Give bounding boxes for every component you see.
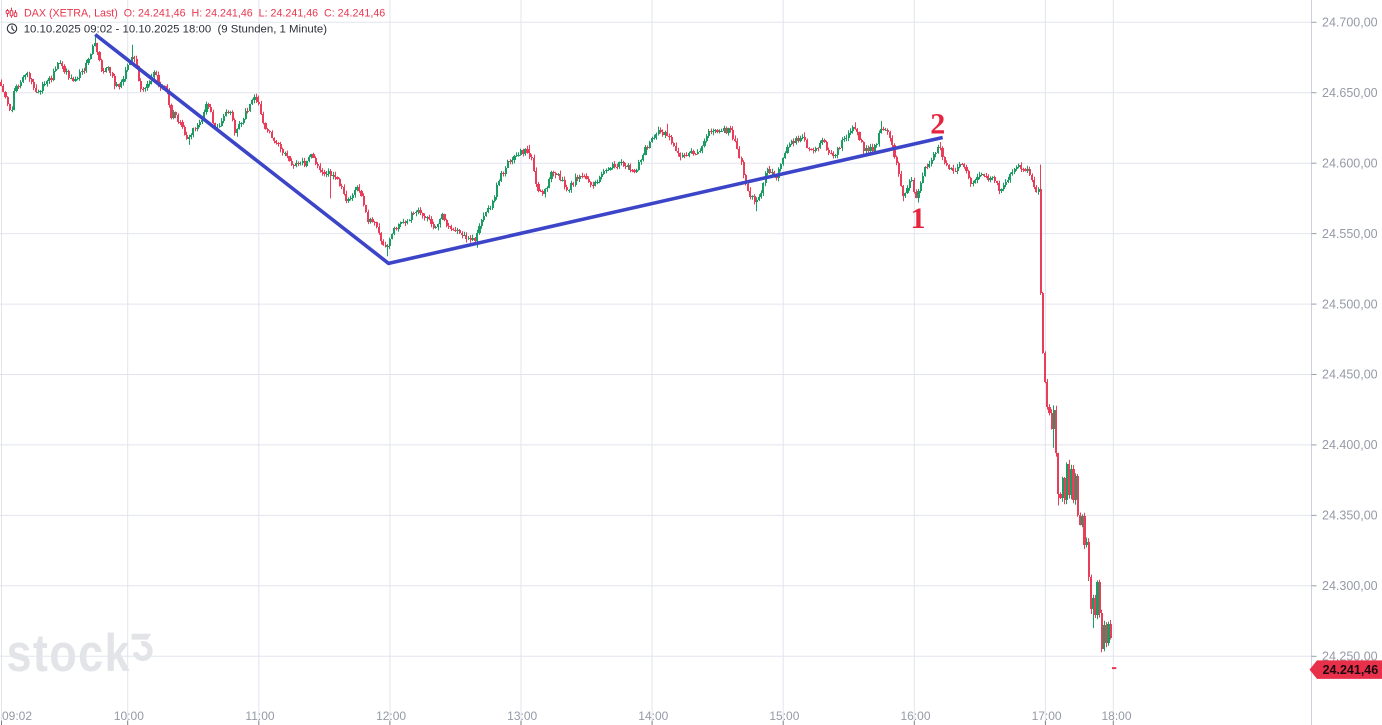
svg-text:12:00: 12:00 [376, 709, 406, 723]
svg-text:13:00: 13:00 [507, 709, 537, 723]
svg-text:2: 2 [930, 108, 945, 141]
svg-text:24.400,00: 24.400,00 [1322, 438, 1378, 452]
svg-text:10.10.2025 09:02 - 10.10.2025: 10.10.2025 09:02 - 10.10.2025 18:00 (9 S… [24, 24, 328, 36]
svg-text:DAX (XETRA, Last) O: 24.241,4: DAX (XETRA, Last) O: 24.241,46 H: 24.241… [24, 7, 385, 19]
svg-text:10:00: 10:00 [114, 709, 144, 723]
svg-text:17:00: 17:00 [1032, 709, 1062, 723]
svg-text:15:00: 15:00 [769, 709, 799, 723]
svg-text:16:00: 16:00 [900, 709, 930, 723]
svg-text:24.241,46: 24.241,46 [1323, 663, 1379, 677]
svg-text:stock: stock [6, 624, 130, 683]
svg-text:14:00: 14:00 [638, 709, 668, 723]
svg-text:24.450,00: 24.450,00 [1322, 368, 1378, 382]
svg-text:24.600,00: 24.600,00 [1322, 156, 1378, 170]
svg-text:1: 1 [911, 202, 926, 235]
svg-text:24.650,00: 24.650,00 [1322, 86, 1378, 100]
svg-text:24.350,00: 24.350,00 [1322, 509, 1378, 523]
svg-text:24.300,00: 24.300,00 [1322, 579, 1378, 593]
svg-text:24.550,00: 24.550,00 [1322, 227, 1378, 241]
svg-text:09:02: 09:02 [2, 709, 32, 723]
svg-text:24.250,00: 24.250,00 [1322, 650, 1378, 664]
svg-text:11:00: 11:00 [245, 709, 274, 723]
svg-text:24.700,00: 24.700,00 [1322, 16, 1378, 30]
svg-text:24.500,00: 24.500,00 [1322, 297, 1378, 311]
svg-text:18:00: 18:00 [1101, 709, 1131, 723]
